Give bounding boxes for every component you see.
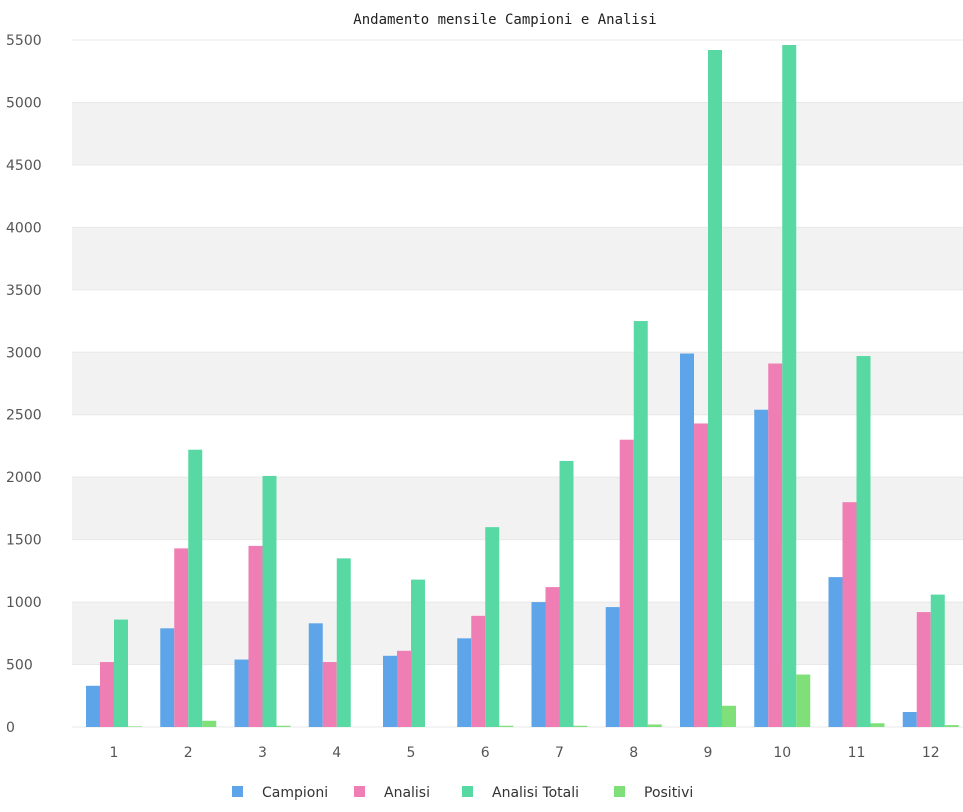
- bar-positivi: [647, 724, 662, 727]
- bar-analisi: [471, 615, 486, 727]
- bar-analisi-totali: [188, 449, 203, 727]
- y-tick-label: 2000: [6, 470, 42, 486]
- legend: Campioni Analisi Analisi Totali Positivi: [232, 785, 693, 801]
- bar-analisi: [545, 587, 560, 727]
- x-tick-label: 8: [629, 745, 638, 761]
- bar-campioni: [86, 685, 100, 727]
- bar-analisi: [174, 548, 189, 727]
- bar-positivi: [128, 726, 142, 727]
- grid-bands: [72, 102, 963, 665]
- legend-swatch: [232, 786, 243, 797]
- legend-swatch: [614, 786, 625, 797]
- bar-analisi-totali: [708, 49, 722, 727]
- grid-band: [72, 477, 963, 540]
- bar-positivi: [573, 725, 588, 727]
- bar-positivi: [796, 674, 811, 727]
- x-tick-label: 11: [848, 745, 866, 761]
- y-tick-label: 3000: [6, 345, 42, 361]
- legend-label: Positivi: [644, 785, 693, 801]
- y-axis: 0 500 1000 1500 2000 2500 3000 3500 4000 4500 5000…: [6, 33, 42, 736]
- y-tick-label: 0: [6, 720, 15, 736]
- bar-campioni: [605, 607, 620, 727]
- bar-analisi-totali: [559, 460, 574, 727]
- bar-campioni: [828, 577, 843, 727]
- bar-analisi: [694, 423, 708, 727]
- bar-positivi: [202, 720, 217, 727]
- bar-campioni: [234, 659, 249, 727]
- bar-analisi: [397, 650, 411, 727]
- chart-title: Andamento mensile Campioni e Analisi: [353, 12, 656, 28]
- legend-label: Analisi: [384, 785, 430, 801]
- bar-positivi: [944, 725, 959, 727]
- x-tick-label: 10: [773, 745, 791, 761]
- bar-analisi-totali: [633, 321, 648, 727]
- y-tick-label: 500: [6, 658, 33, 674]
- grid-band: [72, 227, 963, 290]
- bar-positivi: [722, 705, 736, 727]
- bar-campioni: [754, 409, 769, 727]
- bar-analisi-totali: [930, 594, 945, 727]
- legend-label: Campioni: [262, 785, 328, 801]
- y-tick-label: 1000: [6, 595, 42, 611]
- bar-campioni: [383, 655, 397, 727]
- legend-swatch: [462, 786, 473, 797]
- x-axis: 1 2 3 4 5 6 7 8 9 10 11 12: [110, 745, 940, 761]
- bar-campioni: [680, 353, 694, 727]
- y-tick-label: 4000: [6, 220, 42, 236]
- y-tick-label: 3500: [6, 283, 42, 299]
- bar-campioni: [457, 638, 472, 727]
- y-tick-label: 2500: [6, 408, 42, 424]
- x-tick-label: 1: [110, 745, 119, 761]
- bar-positivi: [870, 723, 885, 727]
- x-tick-label: 9: [704, 745, 713, 761]
- x-tick-label: 4: [332, 745, 341, 761]
- bar-analisi-totali: [782, 44, 797, 728]
- bar-campioni: [531, 602, 546, 727]
- bar-campioni: [160, 628, 175, 727]
- bar-analisi: [768, 363, 783, 727]
- bar-analisi: [916, 612, 931, 727]
- bar-positivi: [276, 725, 291, 727]
- x-tick-label: 7: [555, 745, 564, 761]
- y-tick-label: 1500: [6, 533, 42, 549]
- bar-positivi: [499, 725, 514, 727]
- y-tick-label: 5500: [6, 33, 42, 49]
- bars: [86, 44, 959, 728]
- y-tick-label: 4500: [6, 158, 42, 174]
- y-tick-label: 5000: [6, 95, 42, 111]
- grid-band: [72, 352, 963, 415]
- bar-analisi: [248, 545, 263, 727]
- legend-swatch: [354, 786, 365, 797]
- bar-analisi-totali: [411, 579, 425, 727]
- x-tick-label: 5: [407, 745, 416, 761]
- bar-analisi: [322, 662, 337, 727]
- grid-lines: [72, 39, 963, 728]
- bar-analisi-totali: [336, 558, 351, 727]
- x-tick-label: 2: [184, 745, 193, 761]
- bar-analisi-totali: [114, 619, 128, 727]
- bar-analisi: [619, 439, 634, 727]
- bar-campioni: [902, 712, 917, 727]
- bar-analisi-totali: [262, 475, 277, 727]
- grid-band: [72, 102, 963, 165]
- bar-analisi: [100, 662, 114, 727]
- x-tick-label: 3: [258, 745, 267, 761]
- legend-label: Analisi Totali: [492, 785, 579, 801]
- bar-campioni: [308, 623, 323, 727]
- bar-analisi-totali: [485, 527, 500, 727]
- x-tick-label: 6: [481, 745, 490, 761]
- x-tick-label: 12: [922, 745, 940, 761]
- bar-analisi: [842, 502, 857, 727]
- bar-analisi-totali: [856, 356, 871, 727]
- grid-band: [72, 602, 963, 665]
